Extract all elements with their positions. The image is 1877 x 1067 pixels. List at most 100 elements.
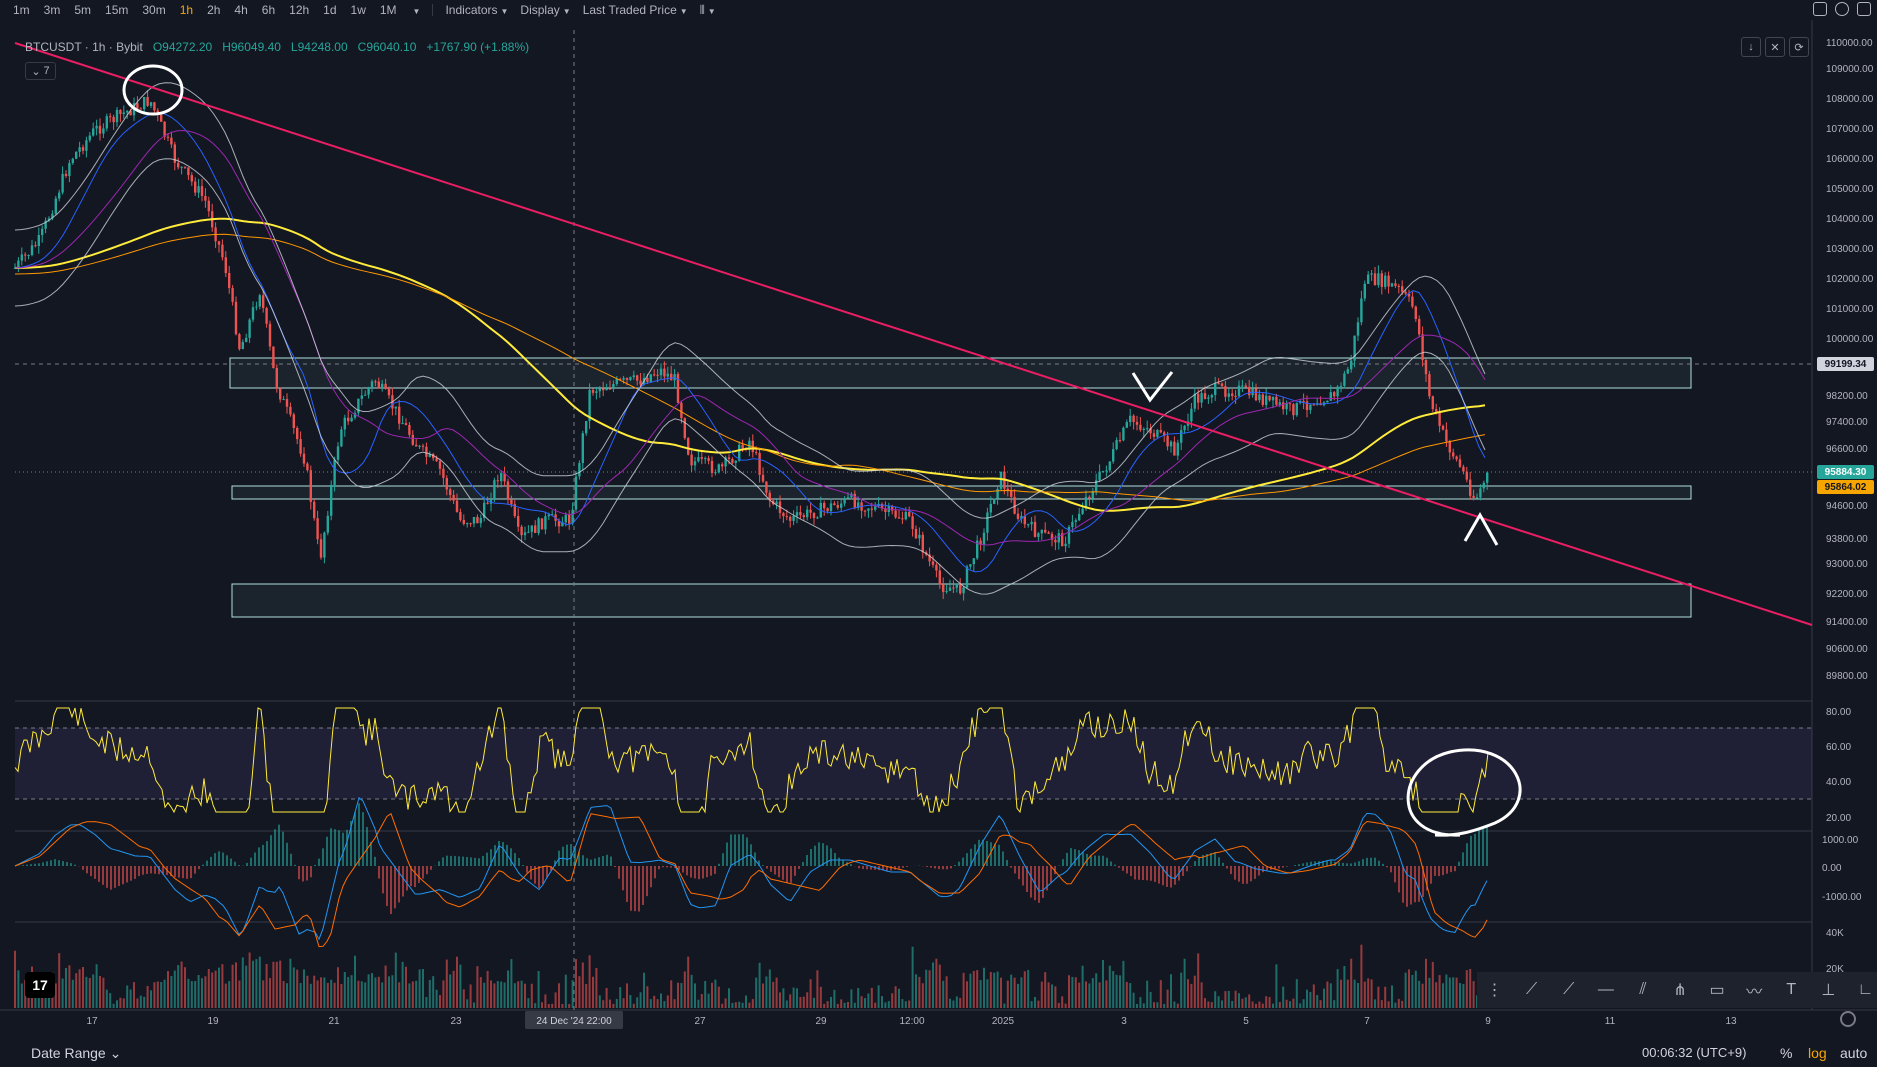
timeframe-12h[interactable]: 12h bbox=[289, 3, 310, 17]
download-icon[interactable]: ↓ bbox=[1741, 37, 1761, 57]
timeframe-30m[interactable]: 30m bbox=[142, 3, 166, 17]
log-toggle[interactable]: log bbox=[1808, 1045, 1827, 1061]
price-mode-menu[interactable]: Last Traded Price ▼ bbox=[577, 3, 694, 17]
volume-bar bbox=[959, 997, 962, 1008]
collapse-icon[interactable]: ✕ bbox=[1765, 37, 1785, 57]
indicators-menu[interactable]: Indicators ▼ bbox=[439, 3, 514, 17]
volume-bar bbox=[1391, 985, 1393, 1008]
display-menu[interactable]: Display ▼ bbox=[514, 3, 576, 17]
timeframe-5m[interactable]: 5m bbox=[74, 3, 92, 17]
timeframe-6h[interactable]: 6h bbox=[261, 3, 276, 17]
candle-body bbox=[1251, 388, 1254, 396]
volume-bar bbox=[486, 971, 489, 1008]
fullscreen-icon[interactable] bbox=[1857, 2, 1871, 16]
candle-body bbox=[979, 540, 982, 545]
camera-icon[interactable] bbox=[1813, 2, 1827, 16]
candle-body bbox=[897, 517, 901, 519]
price-tick: 103000.00 bbox=[1826, 244, 1874, 255]
timeframe-1d[interactable]: 1d bbox=[323, 3, 337, 17]
volume-bar bbox=[666, 995, 669, 1008]
timeframe-1m[interactable]: 1m bbox=[13, 3, 30, 17]
auto-toggle[interactable]: auto bbox=[1840, 1045, 1868, 1061]
volume-bar bbox=[473, 1002, 475, 1008]
timeframe-dropdown[interactable]: ▼ bbox=[404, 3, 427, 17]
refresh-icon[interactable]: ⟳ bbox=[1789, 37, 1809, 57]
volume-bar bbox=[1445, 974, 1448, 1008]
candle-body bbox=[163, 121, 166, 137]
candle-body bbox=[1428, 374, 1431, 397]
candle-body bbox=[948, 587, 952, 591]
candle-body bbox=[1472, 495, 1475, 499]
volume-bar bbox=[697, 999, 700, 1008]
date-range-button[interactable]: Date Range ⌄ bbox=[31, 1045, 121, 1062]
channel-tool-icon[interactable]: ⫽ bbox=[1639, 981, 1647, 998]
drag-handle-icon[interactable]: ⋮ bbox=[1486, 982, 1503, 999]
candle-body bbox=[309, 470, 312, 502]
volume-bar bbox=[619, 987, 622, 1008]
volume-bar bbox=[20, 983, 23, 1008]
timeframe-15m[interactable]: 15m bbox=[105, 3, 129, 17]
horizontal-line-icon[interactable]: — bbox=[1597, 981, 1614, 998]
volume-bar bbox=[354, 955, 356, 1008]
volume-bar bbox=[819, 986, 822, 1008]
candle-body bbox=[1380, 273, 1383, 287]
candle-body bbox=[149, 102, 153, 106]
ruler-tool-icon[interactable]: ∟ bbox=[1857, 981, 1874, 998]
candle-body bbox=[829, 503, 833, 512]
timeframe-3m[interactable]: 3m bbox=[43, 3, 61, 17]
candle-body bbox=[894, 510, 897, 518]
candle-body bbox=[843, 498, 846, 504]
timeframe-2h[interactable]: 2h bbox=[207, 3, 221, 17]
volume-bar bbox=[673, 999, 676, 1008]
chevron-down-icon: ⌄ bbox=[109, 1045, 122, 1061]
volume-bar bbox=[928, 970, 931, 1008]
candle-body bbox=[602, 388, 605, 391]
candle-body bbox=[1452, 452, 1455, 457]
volume-bar bbox=[377, 976, 380, 1008]
timeframe-4h[interactable]: 4h bbox=[234, 3, 248, 17]
timeframe-1w[interactable]: 1w bbox=[350, 3, 366, 17]
candle-body bbox=[1265, 395, 1268, 405]
price-tick: 93000.00 bbox=[1826, 559, 1868, 570]
candle-body bbox=[262, 295, 265, 309]
gear-icon[interactable] bbox=[1840, 1011, 1856, 1027]
indicator-toggle[interactable]: ⌄ 7 bbox=[25, 62, 56, 80]
volume-bar bbox=[218, 967, 220, 1008]
text-tool-icon[interactable]: T bbox=[1786, 981, 1797, 998]
pitchfork-icon[interactable]: ⋔ bbox=[1673, 982, 1687, 999]
candle-body bbox=[1285, 403, 1288, 410]
timeframe-1M[interactable]: 1M bbox=[379, 3, 397, 17]
ray-tool-icon[interactable]: ⟋ bbox=[1563, 981, 1575, 998]
chart-type-menu[interactable]: ⫴ ▼ bbox=[694, 3, 722, 18]
measure-tool-icon[interactable]: ⊥ bbox=[1821, 982, 1836, 999]
trendline-tool-icon[interactable]: ⟋ bbox=[1526, 981, 1538, 998]
volume-bar bbox=[1255, 1003, 1257, 1008]
candle-body bbox=[908, 511, 911, 517]
path-tool-icon[interactable]: 〰 bbox=[1746, 984, 1763, 1001]
volume-bar bbox=[945, 976, 948, 1008]
candle-body bbox=[418, 445, 421, 447]
volume-bar bbox=[547, 1003, 550, 1008]
settings-icon[interactable] bbox=[1835, 2, 1849, 16]
rectangle-tool-icon[interactable]: ▭ bbox=[1709, 982, 1725, 999]
volume-bar bbox=[1027, 969, 1030, 1008]
macd-tick: 0.00 bbox=[1822, 863, 1842, 874]
symbol-label: BTCUSDT · 1h · Bybit bbox=[25, 40, 143, 54]
volume-bar bbox=[643, 972, 645, 1008]
candle-body bbox=[673, 374, 676, 381]
candle-body bbox=[258, 295, 261, 307]
candle-body bbox=[81, 147, 85, 151]
volume-bar bbox=[347, 977, 350, 1008]
candle-body bbox=[806, 509, 809, 518]
price-chart[interactable]: 110000.00 109000.00 108000.00 107000.00 1060… bbox=[0, 20, 1877, 1067]
percent-toggle[interactable]: % bbox=[1780, 1045, 1793, 1061]
timeframe-1h[interactable]: 1h bbox=[179, 3, 194, 17]
volume-bar bbox=[1465, 970, 1468, 1008]
volume-bar bbox=[337, 967, 339, 1008]
candle-body bbox=[1441, 425, 1445, 430]
volume-bar bbox=[221, 964, 224, 1008]
candle-body bbox=[952, 587, 955, 589]
volume-bar bbox=[245, 965, 248, 1008]
volume-bar bbox=[303, 969, 305, 1008]
candle-body bbox=[731, 458, 734, 463]
